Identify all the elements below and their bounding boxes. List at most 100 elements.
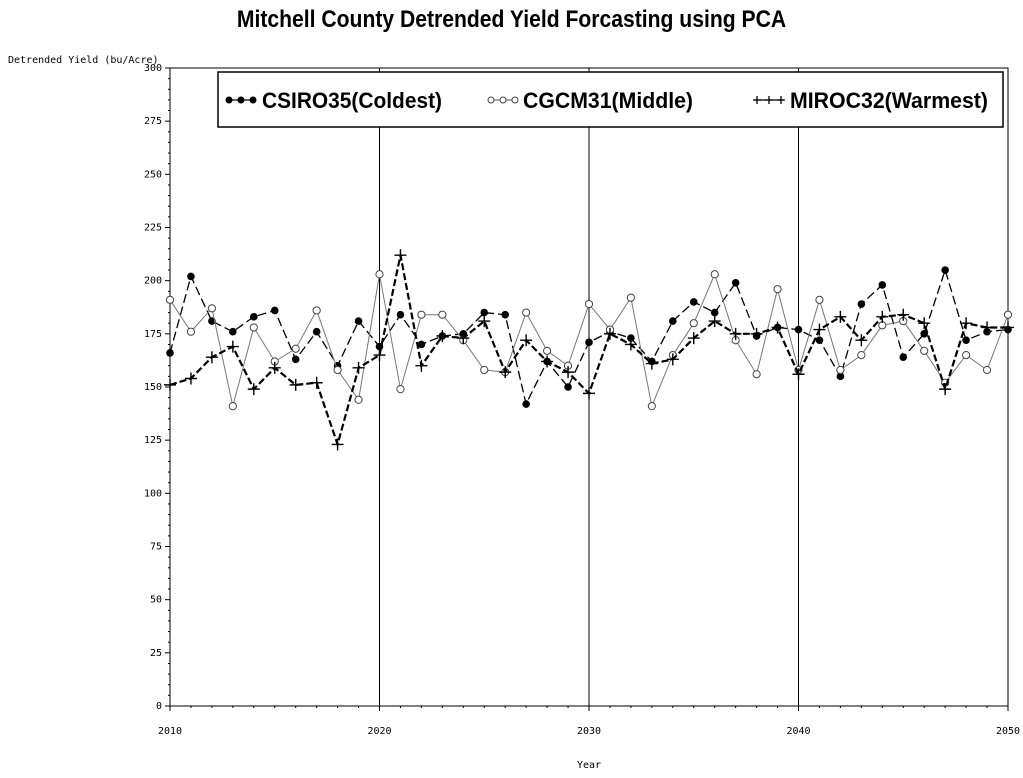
- data-point: [501, 310, 510, 319]
- data-point: [813, 323, 826, 336]
- data-point: [375, 270, 384, 279]
- data-point: [478, 315, 491, 328]
- data-point: [710, 308, 719, 317]
- data-point: [666, 353, 679, 366]
- data-point: [522, 400, 530, 408]
- legend-marker: [237, 96, 245, 104]
- y-tick-label: 50: [150, 595, 162, 606]
- data-point: [207, 304, 216, 313]
- data-point: [878, 281, 887, 289]
- data-point: [415, 359, 428, 372]
- data-point: [794, 325, 803, 334]
- x-axis-label: Year: [577, 760, 601, 771]
- data-point: [480, 308, 489, 317]
- legend-marker: [225, 96, 233, 104]
- y-tick-label: 275: [144, 116, 162, 127]
- chart-title: Mitchell County Detrended Yield Forcasti…: [236, 6, 787, 33]
- legend-marker: [765, 96, 773, 104]
- legend-entry: CSIRO35(Coldest): [225, 88, 442, 113]
- x-tick-label: 2020: [367, 726, 391, 737]
- data-point: [836, 365, 845, 375]
- legend-entry: CGCM31(Middle): [487, 88, 693, 113]
- data-point: [184, 372, 197, 385]
- x-tick-label: 2050: [996, 726, 1020, 737]
- data-point: [352, 361, 365, 374]
- data-point: [815, 295, 824, 304]
- data-point: [982, 365, 992, 375]
- data-point: [249, 323, 258, 332]
- data-point: [164, 378, 176, 391]
- data-point: [333, 365, 342, 375]
- series-layer: [164, 249, 1014, 451]
- data-point: [499, 366, 512, 379]
- data-point: [584, 299, 594, 309]
- data-point: [857, 300, 866, 308]
- axes: 0 25 50 75 100 125 150 175 200 225 250 275 300 2010 20…: [8, 55, 1020, 771]
- legend-marker: [753, 96, 761, 104]
- legend-label: CSIRO35(Coldest): [262, 88, 442, 113]
- y-tick-label: 200: [144, 276, 162, 287]
- legend-marker: [511, 96, 519, 104]
- y-tick-label: 250: [144, 169, 162, 180]
- data-point: [647, 402, 656, 411]
- data-point: [918, 317, 931, 330]
- data-point: [229, 327, 237, 336]
- data-point: [291, 355, 300, 364]
- data-point: [522, 308, 531, 317]
- data-point: [394, 249, 407, 262]
- data-point: [960, 317, 973, 330]
- data-point: [289, 378, 302, 391]
- data-point: [1002, 321, 1014, 334]
- data-point: [165, 295, 175, 304]
- data-point: [624, 338, 637, 351]
- data-point: [396, 385, 405, 394]
- data-point: [480, 365, 489, 375]
- data-point: [920, 346, 929, 355]
- legend: CSIRO35(Coldest) CGCM31(Middle) MIROC32(Wa…: [217, 71, 1004, 128]
- data-point: [520, 334, 533, 347]
- data-point: [708, 315, 721, 328]
- x-tick-label: 2040: [786, 726, 810, 737]
- legend-entry: MIROC32(Warmest): [753, 88, 988, 113]
- legend-label: MIROC32(Warmest): [790, 88, 988, 113]
- data-point: [417, 310, 426, 319]
- y-tick-label: 175: [144, 329, 162, 340]
- data-point: [373, 349, 386, 362]
- data-point: [750, 327, 763, 340]
- data-point: [626, 293, 636, 302]
- data-point: [291, 344, 300, 353]
- y-tick-label: 25: [150, 648, 162, 659]
- data-point: [354, 317, 363, 325]
- series-3: [164, 249, 1014, 451]
- y-tick-label: 225: [144, 223, 162, 234]
- data-point: [186, 327, 196, 336]
- data-point: [562, 366, 575, 379]
- x-tick-label: 2010: [158, 726, 182, 737]
- data-point: [312, 327, 321, 336]
- data-point: [354, 395, 363, 404]
- y-tick-label: 125: [144, 435, 162, 446]
- y-tick-label: 75: [150, 542, 162, 553]
- y-tick-label: 0: [156, 701, 162, 712]
- data-point: [731, 278, 740, 287]
- data-point: [669, 317, 677, 325]
- data-point: [939, 383, 952, 396]
- data-point: [815, 336, 824, 345]
- legend-label: CGCM31(Middle): [523, 88, 693, 113]
- data-point: [226, 340, 239, 353]
- y-tick-label: 150: [144, 382, 162, 393]
- data-point: [541, 355, 554, 368]
- data-point: [941, 266, 949, 274]
- data-point: [417, 340, 426, 349]
- legend-box: [217, 71, 1004, 128]
- data-point: [627, 334, 635, 342]
- data-point: [899, 353, 908, 362]
- data-point: [689, 298, 698, 306]
- data-point: [457, 332, 470, 345]
- data-point: [752, 370, 761, 379]
- data-point: [855, 334, 868, 347]
- data-point: [166, 349, 174, 357]
- data-point: [876, 310, 889, 323]
- y-tick-label: 300: [144, 63, 162, 74]
